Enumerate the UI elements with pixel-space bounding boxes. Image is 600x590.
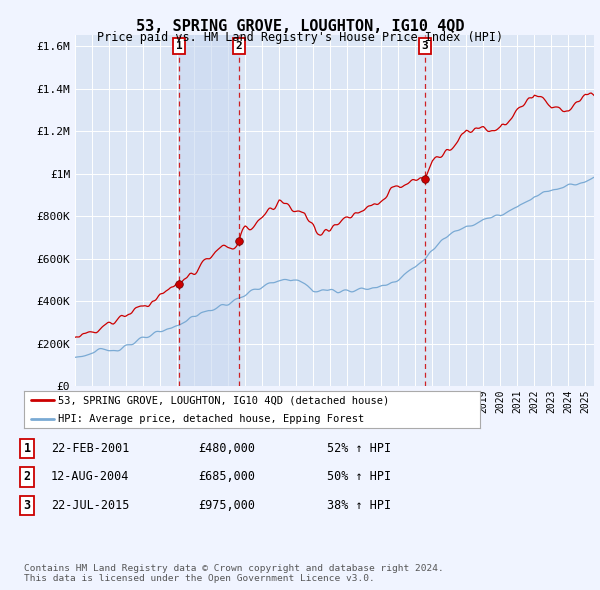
Text: £975,000: £975,000 bbox=[198, 499, 255, 512]
Text: 3: 3 bbox=[421, 41, 428, 51]
Text: Contains HM Land Registry data © Crown copyright and database right 2024.
This d: Contains HM Land Registry data © Crown c… bbox=[24, 563, 444, 583]
Text: 22-FEB-2001: 22-FEB-2001 bbox=[51, 442, 130, 455]
Text: 12-AUG-2004: 12-AUG-2004 bbox=[51, 470, 130, 483]
Text: 1: 1 bbox=[23, 442, 31, 455]
Text: 1: 1 bbox=[176, 41, 182, 51]
Text: 2: 2 bbox=[23, 470, 31, 483]
Text: HPI: Average price, detached house, Epping Forest: HPI: Average price, detached house, Eppi… bbox=[58, 414, 364, 424]
Text: 22-JUL-2015: 22-JUL-2015 bbox=[51, 499, 130, 512]
Text: 3: 3 bbox=[23, 499, 31, 512]
Bar bbox=[179, 35, 239, 386]
Text: 53, SPRING GROVE, LOUGHTON, IG10 4QD (detached house): 53, SPRING GROVE, LOUGHTON, IG10 4QD (de… bbox=[58, 395, 389, 405]
Text: 2: 2 bbox=[235, 41, 242, 51]
Text: 52% ↑ HPI: 52% ↑ HPI bbox=[327, 442, 391, 455]
Text: £480,000: £480,000 bbox=[198, 442, 255, 455]
Text: 50% ↑ HPI: 50% ↑ HPI bbox=[327, 470, 391, 483]
Text: 53, SPRING GROVE, LOUGHTON, IG10 4QD: 53, SPRING GROVE, LOUGHTON, IG10 4QD bbox=[136, 19, 464, 34]
Text: £685,000: £685,000 bbox=[198, 470, 255, 483]
Text: 38% ↑ HPI: 38% ↑ HPI bbox=[327, 499, 391, 512]
Text: Price paid vs. HM Land Registry's House Price Index (HPI): Price paid vs. HM Land Registry's House … bbox=[97, 31, 503, 44]
